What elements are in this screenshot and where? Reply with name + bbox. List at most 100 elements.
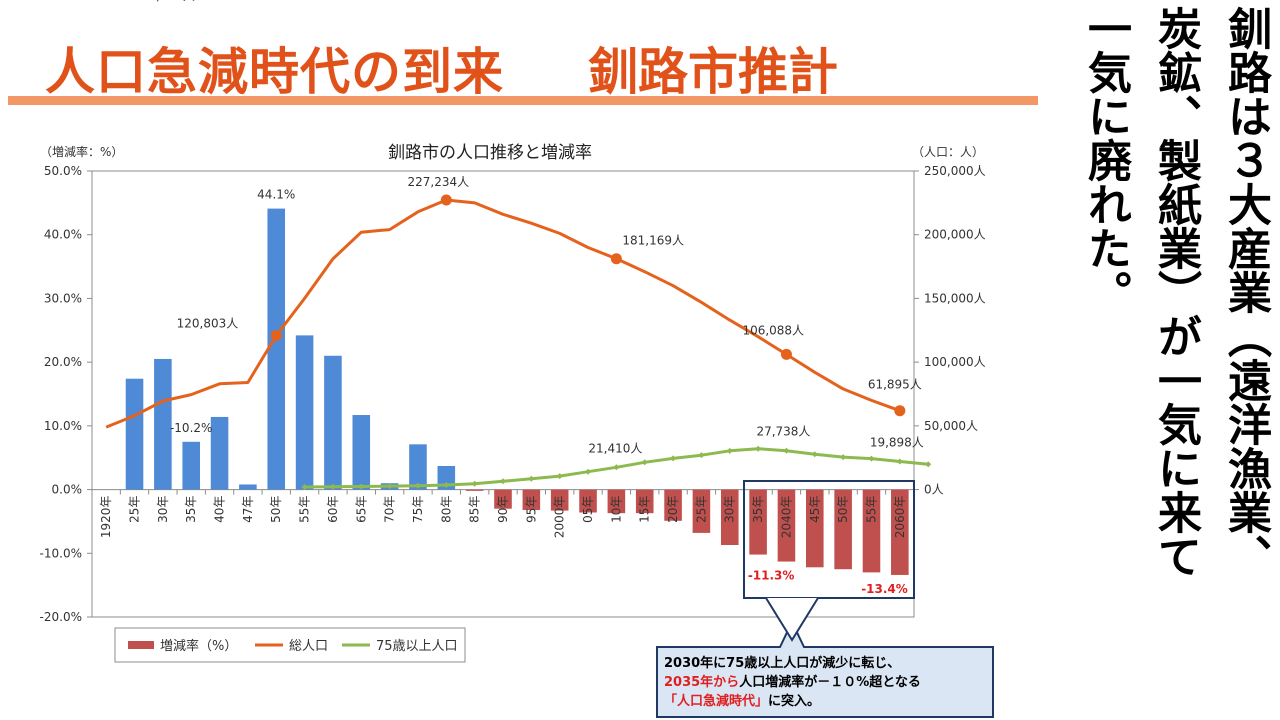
- point-total-80年: [440, 194, 452, 206]
- point-total-10年: [610, 253, 622, 265]
- side-line-3: 一気に廃れた。: [1080, 6, 1131, 314]
- bar-30年: [720, 489, 739, 546]
- callout-pointer: [765, 597, 819, 642]
- point-elderly: [386, 483, 393, 490]
- title-rule: [8, 96, 1038, 105]
- x-tick-label: 2060年: [893, 496, 907, 539]
- title-main: 人口急減時代の到来: [45, 43, 504, 101]
- point-elderly: [811, 451, 818, 458]
- line-total-population: [105, 198, 901, 429]
- point-total-2040年: [780, 348, 792, 360]
- bar-05年: [579, 489, 597, 513]
- point-elderly: [783, 447, 790, 454]
- legend-item-total: 総人口: [289, 639, 328, 654]
- x-tick-label: 90年: [496, 496, 510, 523]
- bar-35年: [182, 441, 200, 490]
- point-elderly: [641, 459, 648, 466]
- callout-line-3-rest: に突入。: [768, 693, 820, 709]
- y-left-tick-label: -10.0%: [40, 546, 82, 560]
- legend-item-bar: 増減率（%）: [160, 638, 237, 654]
- x-tick-label: 30年: [723, 496, 737, 523]
- x-tick-label: 95年: [524, 496, 538, 523]
- point-elderly: [613, 464, 620, 471]
- x-tick-label: 60年: [326, 496, 340, 523]
- callout: 2030年に75歳以上人口が減少に転じ、 2035年から人口増減率が－１０%超と…: [656, 480, 994, 718]
- chart: 釧路市の人口推移と増減率 （増減率：%） （人口：人） -20.0% -10.0%…: [40, 0, 994, 718]
- y-right-tick-label: 250,000人: [924, 164, 986, 178]
- bar-85年: [465, 489, 484, 491]
- legend-box: [114, 627, 466, 663]
- x-tick-label: 55年: [298, 496, 312, 523]
- point-elderly: [755, 445, 762, 452]
- point-total-2060年: [894, 405, 906, 417]
- bar-2000年: [550, 489, 569, 511]
- x-tick-label: 70年: [383, 496, 397, 523]
- data-label: 120,803人: [177, 317, 239, 331]
- legend-item-elderly: 75歳以上人口: [376, 639, 458, 654]
- y-right-tick-label: 150,000人: [924, 291, 986, 305]
- point-elderly: [840, 454, 847, 461]
- bar-35年: [749, 489, 767, 555]
- point-elderly: [329, 483, 336, 490]
- slide-title: 人口急減時代の到来 釧路市推計: [0, 22, 1040, 105]
- callout-box: [656, 619, 994, 718]
- y-left-tick-label: -20.0%: [40, 610, 82, 624]
- bar-25年: [125, 378, 144, 490]
- x-tick-label: 50年: [269, 496, 283, 523]
- side-line-1: 釧路は３大産業（遠洋漁業、: [1220, 6, 1271, 578]
- x-tick-label: 2000年: [553, 496, 567, 539]
- right-axis-label: （人口：人）: [912, 145, 984, 159]
- bar-20年: [664, 489, 682, 521]
- callout-line-1: 2030年に75歳以上人口が減少に転じ、: [664, 655, 900, 671]
- data-label: -11.3%: [748, 569, 795, 583]
- bar-15年: [635, 489, 654, 514]
- data-label: 19,898人: [870, 436, 924, 450]
- bar-40年: [210, 416, 229, 490]
- x-tick-label: 15年: [638, 496, 652, 523]
- bar-60年: [324, 355, 342, 490]
- x-tick-label: 30年: [156, 496, 170, 523]
- x-tick-label: 20年: [666, 496, 680, 523]
- bar-95年: [522, 489, 541, 510]
- y-left-tick-label: 0.0%: [52, 483, 83, 497]
- y-left-tick-label: 40.0%: [44, 228, 82, 242]
- data-label: 181,169人: [622, 234, 684, 248]
- x-tick-label: 50年: [836, 496, 850, 523]
- data-label: 21,410人: [588, 441, 642, 455]
- x-tick-label: 35年: [184, 496, 198, 523]
- bar-45年: [806, 489, 824, 568]
- data-label: 227,234人: [407, 175, 469, 189]
- data-label: -10.2%: [170, 421, 212, 435]
- bar-47年: [239, 484, 257, 490]
- x-tick-label: 2040年: [779, 496, 793, 539]
- point-elderly: [301, 484, 308, 491]
- y-right-tick-label: 100,000人: [924, 355, 986, 369]
- x-tick-label: 75年: [411, 496, 425, 523]
- callout-line-2-rest: 人口増減率が－１０%超となる: [739, 674, 921, 690]
- x-tick-label: 25年: [128, 496, 142, 523]
- bar-55年: [295, 335, 314, 490]
- bar-30年: [154, 358, 172, 490]
- bar-50年: [267, 208, 286, 490]
- x-tick-label: 47年: [241, 496, 255, 523]
- x-tick-label: 35年: [751, 496, 765, 523]
- bar-65年: [352, 415, 371, 490]
- bar-2040年: [777, 489, 796, 562]
- point-elderly: [925, 461, 932, 468]
- callout-highlight: [743, 480, 915, 599]
- x-tick-label: 85年: [468, 496, 482, 523]
- point-elderly: [868, 455, 875, 462]
- bar-90年: [494, 489, 512, 509]
- x-tick-label: 05年: [581, 496, 595, 523]
- left-axis-label: （増減率：%）: [40, 144, 123, 159]
- point-elderly: [698, 452, 705, 459]
- x-tick-label: 40年: [213, 496, 227, 523]
- side-line-2: 炭鉱、製紙業）が一気に来て: [1150, 6, 1201, 578]
- x-tick-label: 55年: [864, 496, 878, 523]
- data-label: 32,067人: [141, 0, 195, 3]
- point-total-50年: [270, 330, 282, 342]
- callout-line-3-red: 「人口急減時代」: [664, 693, 768, 709]
- x-tick-label: 1920年: [99, 496, 113, 539]
- x-tick-label: 45年: [808, 496, 822, 523]
- point-elderly: [585, 468, 592, 475]
